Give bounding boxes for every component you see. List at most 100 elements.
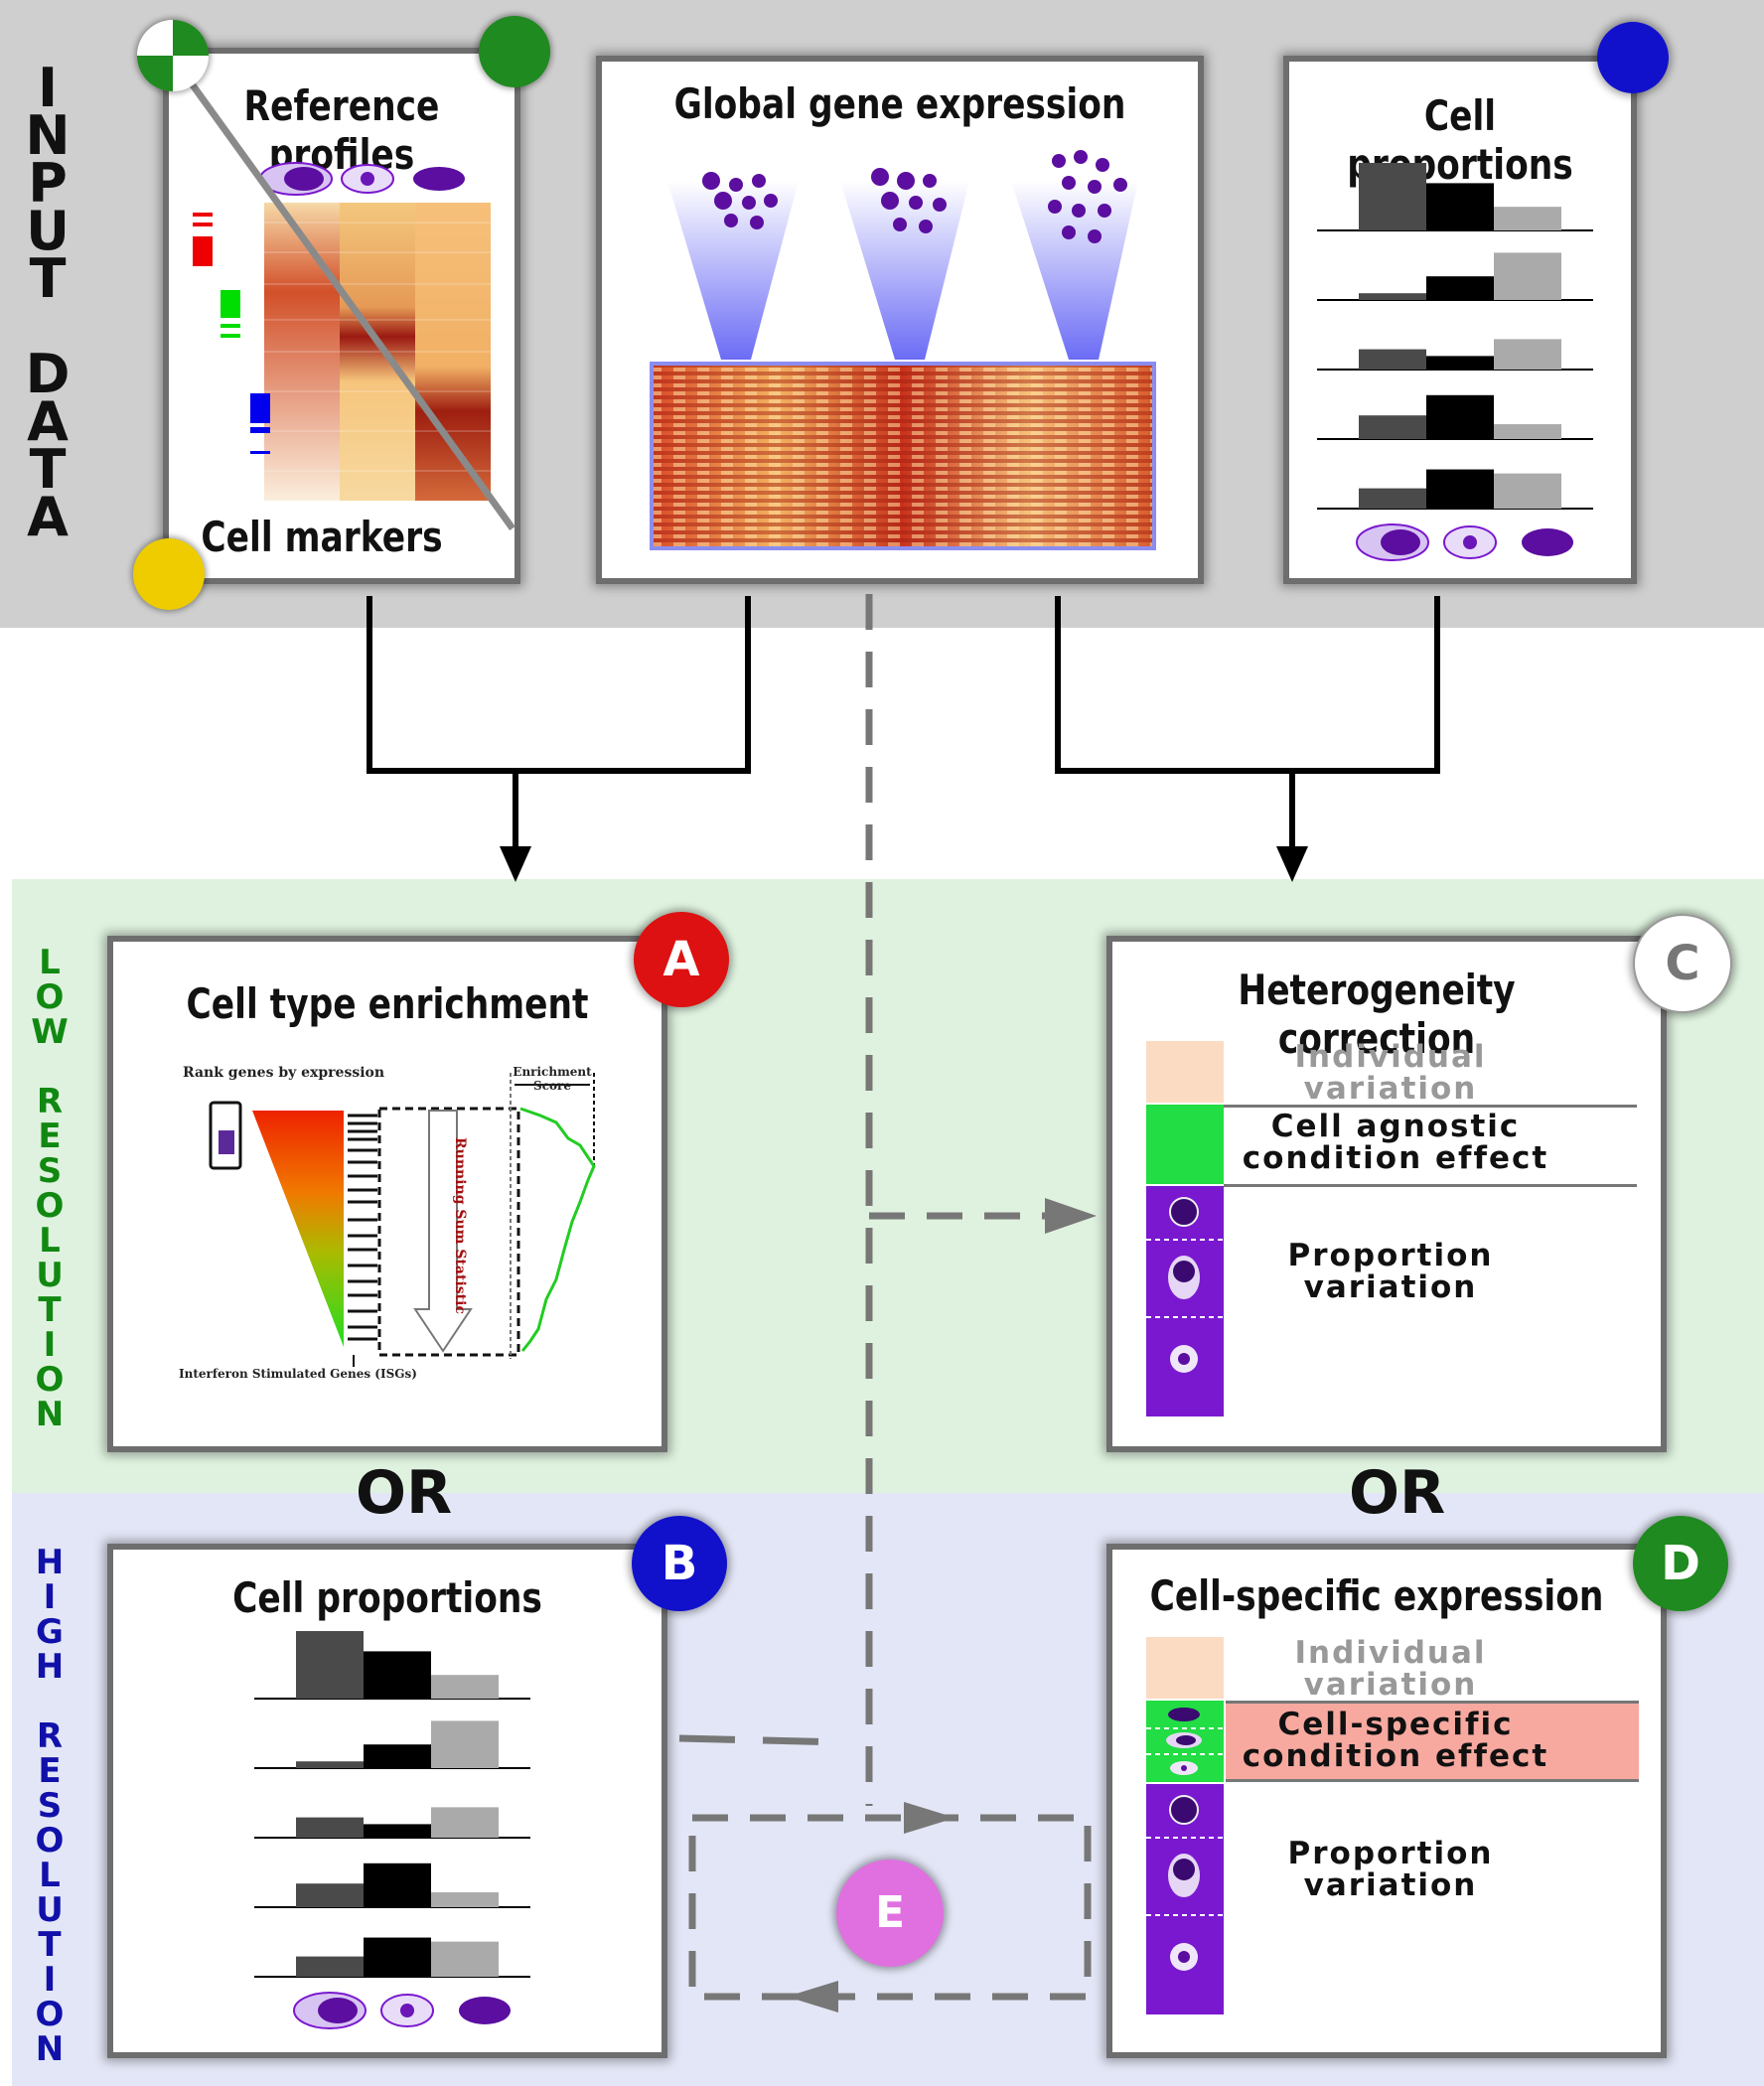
proportion-variation-label: Proportion variation xyxy=(1287,1238,1494,1305)
proportion-bar xyxy=(1426,276,1494,300)
panel-d: Cell-specific expression Individual vari… xyxy=(1106,1544,1667,2058)
proportion-bar xyxy=(296,1883,364,1907)
proportion-bar xyxy=(296,1631,364,1699)
global-expression-panel: Global gene expression xyxy=(596,56,1204,584)
enrichment-plot xyxy=(209,1073,596,1367)
input-cell-proportions-panel: Cell proportions xyxy=(1283,56,1637,584)
side-label-letter: L xyxy=(39,1856,61,1895)
side-label-letter: T xyxy=(29,438,67,501)
panel-b-title: Cell proportions xyxy=(232,1573,542,1622)
neutrophil-nucleus-icon xyxy=(400,2004,414,2017)
side-label-letter: T xyxy=(29,247,67,310)
proportion-bar xyxy=(1494,207,1561,230)
proportion-bar xyxy=(1494,252,1561,300)
side-label-letter: L xyxy=(39,1221,61,1261)
global-expression-graphic xyxy=(650,150,1156,550)
left-arrowhead xyxy=(500,846,531,882)
side-label-letter: I xyxy=(43,1960,57,2000)
cell-specific-label: Cell-specific condition effect xyxy=(1242,1707,1549,1774)
proportion-bar xyxy=(296,1761,364,1768)
proportion-bar xyxy=(1359,163,1426,230)
monocyte-nucleus-icon xyxy=(1381,529,1420,555)
side-label-letter: P xyxy=(28,152,68,215)
proportion-bar xyxy=(1426,356,1494,370)
lymphocyte-cell-icon xyxy=(459,1997,511,2024)
proportion-bar xyxy=(431,1892,499,1907)
or-label-right: OR xyxy=(1349,1458,1446,1528)
divider-line-2 xyxy=(1224,1184,1637,1187)
dashed-line-from-b xyxy=(678,1734,845,1746)
yellow-corner-dot xyxy=(133,538,205,610)
e-loop-arrow-right xyxy=(904,1802,956,1834)
proportion-bar xyxy=(1426,469,1494,509)
side-label-letter: U xyxy=(36,1256,64,1295)
panel-a: Cell type enrichment Rank genes by expre… xyxy=(107,936,667,1452)
e-loop-rect xyxy=(688,1814,1092,2001)
side-label-letter: N xyxy=(25,104,71,167)
side-label-letter: E xyxy=(38,1751,62,1791)
side-label-letter: R xyxy=(36,1082,64,1121)
side-label-letter: U xyxy=(36,1890,64,1930)
panel-b: Cell proportions xyxy=(107,1544,667,2058)
enrichment-score-label: Enrichment Score xyxy=(513,1065,592,1093)
side-label-letter: S xyxy=(37,1151,63,1191)
panel-d-title: Cell-specific expression xyxy=(1149,1571,1604,1620)
green-corner-dot xyxy=(479,16,550,87)
individual-variation-label: Individual variation xyxy=(1294,1039,1487,1107)
dashed-arrowhead-c xyxy=(1045,1198,1097,1234)
side-label-letter: I xyxy=(43,1325,57,1365)
side-label-letter: A xyxy=(27,486,69,548)
side-label-letter: O xyxy=(35,1360,65,1400)
reference-profiles-title: Reference profiles xyxy=(243,81,440,179)
side-label-letter: E xyxy=(38,1117,62,1156)
side-label-letter: G xyxy=(36,1612,64,1652)
left-merge-line xyxy=(367,596,751,774)
proportion-bar xyxy=(431,1807,499,1838)
running-sum-label: Running Sum Statistic xyxy=(452,1137,468,1314)
panel-a-title: Cell type enrichment xyxy=(186,979,589,1028)
rank-genes-label: Rank genes by expression xyxy=(183,1065,385,1081)
proportion-bar xyxy=(1426,183,1494,230)
proportion-bar xyxy=(296,1817,364,1838)
proportion-bar xyxy=(1359,293,1426,300)
side-label-letter: O xyxy=(35,1186,65,1226)
panel-c: Heterogeneity correction Individual vari… xyxy=(1106,936,1667,1452)
cell-agnostic-label: Cell agnostic condition effect xyxy=(1242,1109,1549,1176)
isg-label: Interferon Stimulated Genes (ISGs) xyxy=(179,1367,417,1381)
side-label-letter: O xyxy=(35,1995,65,2034)
side-label-letter: H xyxy=(35,1647,65,1687)
d-individual-variation-label: Individual variation xyxy=(1294,1635,1487,1703)
blue-corner-dot xyxy=(1597,22,1669,93)
monocyte-nucleus-icon xyxy=(318,1998,358,2023)
side-label-letter: O xyxy=(35,1821,65,1861)
proportion-bar xyxy=(431,1720,499,1768)
proportion-cells xyxy=(1146,1197,1224,1373)
proportion-bar xyxy=(1426,394,1494,439)
side-label-letter: O xyxy=(35,977,65,1017)
mixed-corner-dot xyxy=(137,20,209,91)
right-merge-line xyxy=(1055,596,1440,774)
proportion-bar xyxy=(364,1744,431,1768)
proportion-bar xyxy=(431,1675,499,1699)
badge-c: C xyxy=(1633,914,1732,1013)
side-label-letter: T xyxy=(38,1290,62,1330)
proportion-bar xyxy=(296,1956,364,1977)
cell-agnostic-block xyxy=(1146,1105,1224,1184)
d-individual-variation-block xyxy=(1146,1637,1224,1699)
neutrophil-nucleus-icon xyxy=(1463,535,1477,549)
badge-a: A xyxy=(634,912,729,1007)
side-label-letter: U xyxy=(26,200,70,262)
proportion-bar xyxy=(364,1651,431,1699)
proportion-bar xyxy=(1494,473,1561,509)
input-proportion-bars xyxy=(1317,163,1593,561)
cell-specific-highlight xyxy=(1226,1701,1639,1782)
individual-variation-block xyxy=(1146,1041,1224,1103)
d-proportion-variation-label: Proportion variation xyxy=(1287,1836,1494,1903)
d-cells xyxy=(1146,1708,1224,1971)
e-loop-arrow-left xyxy=(787,1981,838,2012)
global-expression-title: Global gene expression xyxy=(673,79,1126,128)
right-arrowhead xyxy=(1276,846,1308,882)
